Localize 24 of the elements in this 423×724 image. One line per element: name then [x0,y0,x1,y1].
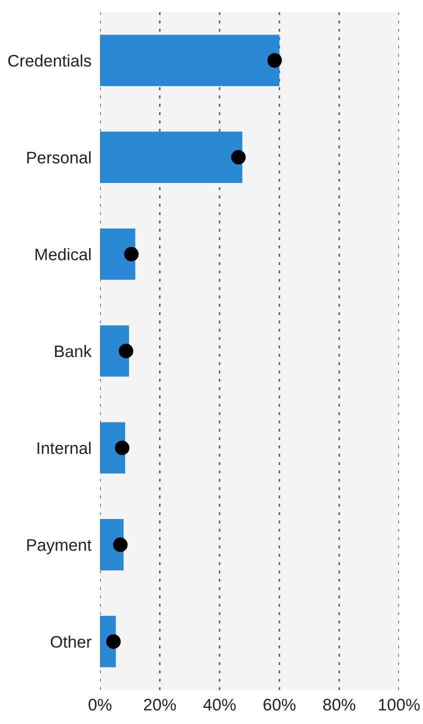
y-tick-label: Personal [27,151,91,164]
y-tick-label: Payment [27,539,92,554]
x-tick-label: 40% [203,698,236,711]
bar [100,422,126,474]
y-tick-label: Medical [36,248,91,260]
x-tick-label: 100% [378,698,420,711]
y-tick-label: Credentials [8,54,92,67]
bar [100,34,280,86]
y-tick-label: Internal [38,442,91,454]
point [231,150,246,165]
x-tick-label: 60% [264,698,296,711]
point [124,246,139,262]
x-tick-label: 80% [323,698,356,711]
bar [100,228,136,280]
point [114,440,130,456]
y-tick-label: Other [50,636,92,648]
bar [100,325,130,377]
x-tick-label: 20% [144,698,176,711]
bar [100,132,242,183]
point [267,53,282,68]
y-tick-label: Bank [55,344,92,358]
point [113,537,128,552]
x-tick-label: 0% [88,698,112,711]
point [118,344,134,358]
